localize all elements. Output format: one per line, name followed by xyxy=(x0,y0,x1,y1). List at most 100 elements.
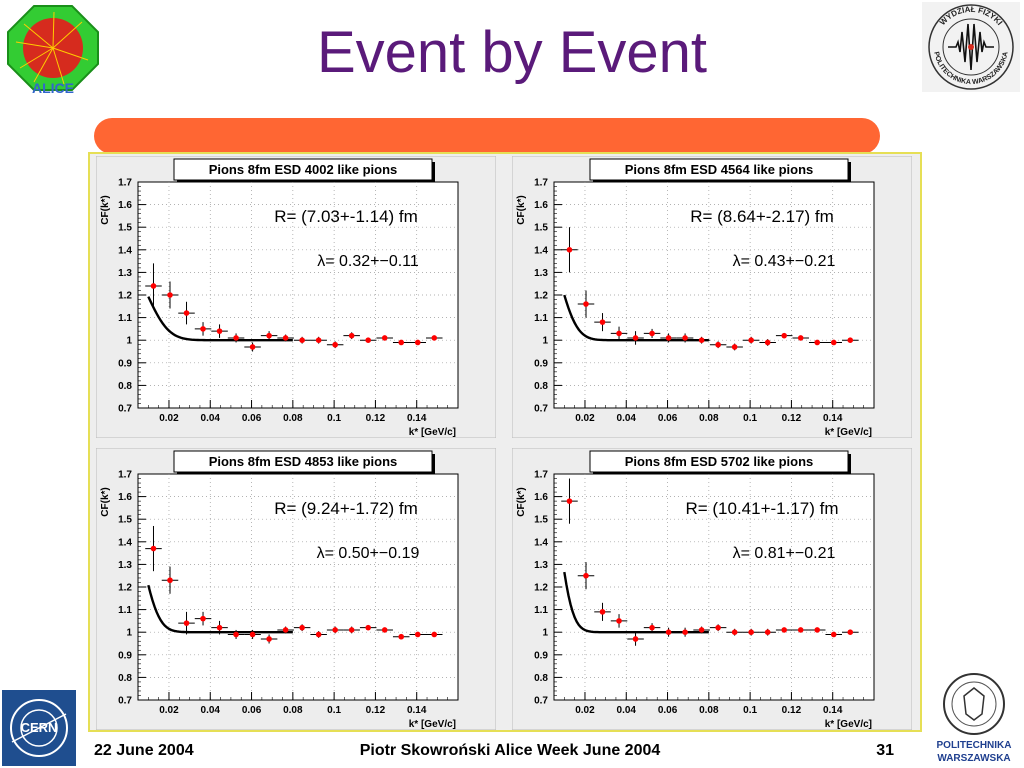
y-tick-label: 1.7 xyxy=(118,470,132,481)
data-point xyxy=(731,344,738,350)
plot-title: Pions 8fm ESD 4564 like pions xyxy=(625,162,814,177)
data-point xyxy=(282,627,289,633)
y-tick-label: 0.8 xyxy=(534,673,548,684)
data-point xyxy=(665,335,672,341)
y-tick-label: 0.7 xyxy=(118,404,132,415)
y-tick-label: 1.2 xyxy=(118,583,132,594)
alice-logo: ALICE xyxy=(4,2,102,94)
plot-title-shadow xyxy=(177,472,435,474)
y-tick-label: 1 xyxy=(126,628,132,639)
footer-date: 22 June 2004 xyxy=(94,742,194,759)
x-axis-label: k* [GeV/c] xyxy=(409,719,456,730)
y-tick-label: 0.9 xyxy=(534,650,548,661)
x-tick-label: 0.02 xyxy=(159,413,179,424)
data-point xyxy=(748,337,754,343)
x-tick-label: 0.04 xyxy=(617,413,637,424)
y-tick-label: 1.4 xyxy=(118,245,132,256)
cf-plot-4: 0.7 0.8 0.9 1 1.1 1.2 1.3 1.4 1.5 1.6 1.7 0.02 0.04 0… xyxy=(512,448,912,730)
politechnika-warszawska-logo: POLITECHNIKA WARSZAWSKA xyxy=(928,668,1020,766)
y-tick-label: 1 xyxy=(126,336,132,347)
y-axis-label: CF(k*) xyxy=(516,487,527,516)
data-point xyxy=(830,631,837,638)
y-tick-label: 0.7 xyxy=(534,696,548,707)
data-point xyxy=(183,620,190,626)
y-tick-label: 1.5 xyxy=(118,223,132,234)
data-point xyxy=(381,627,388,633)
y-tick-label: 1.4 xyxy=(118,537,132,548)
cf-plot-2: 0.7 0.8 0.9 1 1.1 1.2 1.3 1.4 1.5 1.6 1.7 0.02 0.04 0… xyxy=(512,156,912,438)
data-point xyxy=(583,301,589,307)
x-tick-label: 0.12 xyxy=(366,705,386,716)
svg-text:ALICE: ALICE xyxy=(32,80,74,94)
y-axis-label: CF(k*) xyxy=(100,487,111,516)
x-tick-label: 0.14 xyxy=(407,705,427,716)
data-point xyxy=(781,332,787,339)
data-point xyxy=(249,344,256,350)
x-tick-label: 0.1 xyxy=(743,413,757,424)
data-point xyxy=(299,624,305,631)
data-point xyxy=(764,339,771,346)
y-tick-label: 0.8 xyxy=(118,673,132,684)
fit-lambda-annotation: λ= 0.81+−0.21 xyxy=(733,545,836,562)
svg-text:WARSZAWSKA: WARSZAWSKA xyxy=(937,753,1010,764)
data-point xyxy=(797,335,804,341)
x-axis-label: k* [GeV/c] xyxy=(825,719,872,730)
y-tick-label: 1.7 xyxy=(534,470,548,481)
x-tick-label: 0.14 xyxy=(823,705,843,716)
data-point xyxy=(365,337,371,343)
x-tick-label: 0.06 xyxy=(658,413,678,424)
data-point xyxy=(665,629,672,635)
plot-title-shadow xyxy=(432,454,435,474)
data-point xyxy=(249,631,256,638)
x-tick-label: 0.04 xyxy=(201,705,221,716)
data-point xyxy=(431,631,438,638)
cern-logo: CERN xyxy=(2,690,76,766)
fit-lambda-annotation: λ= 0.32+−0.11 xyxy=(317,253,419,270)
y-tick-label: 0.8 xyxy=(534,381,548,392)
x-tick-label: 0.08 xyxy=(699,705,719,716)
y-tick-label: 1.3 xyxy=(118,560,132,571)
x-tick-label: 0.02 xyxy=(575,705,595,716)
data-point xyxy=(682,335,688,341)
x-tick-label: 0.08 xyxy=(283,705,303,716)
data-point xyxy=(266,636,272,642)
data-point xyxy=(266,332,272,339)
fit-radius-annotation: R= (7.03+-1.14) fm xyxy=(274,207,418,226)
x-tick-label: 0.14 xyxy=(823,413,843,424)
plot-title-shadow xyxy=(593,472,851,474)
footer-author: Piotr Skowroński Alice Week June 2004 xyxy=(359,742,661,759)
data-point xyxy=(616,618,622,624)
fit-curve xyxy=(147,296,293,342)
data-point xyxy=(830,339,837,346)
x-tick-label: 0.04 xyxy=(201,413,221,424)
x-tick-label: 0.14 xyxy=(407,413,427,424)
data-point xyxy=(315,337,322,343)
data-point xyxy=(698,627,705,633)
y-tick-label: 0.9 xyxy=(534,358,548,369)
data-point xyxy=(682,629,688,635)
plot-title: Pions 8fm ESD 4002 like pions xyxy=(209,162,398,177)
data-point xyxy=(649,624,655,631)
cf-plot-3: 0.7 0.8 0.9 1 1.1 1.2 1.3 1.4 1.5 1.6 1.7 0.02 0.04 0… xyxy=(96,448,496,730)
data-point xyxy=(431,335,438,341)
y-tick-label: 1.1 xyxy=(118,605,132,616)
x-tick-label: 0.12 xyxy=(782,705,802,716)
plot-title: Pions 8fm ESD 5702 like pions xyxy=(625,454,814,469)
data-point xyxy=(348,332,355,339)
y-tick-label: 1.1 xyxy=(118,313,132,324)
data-point xyxy=(632,636,639,642)
fit-curve xyxy=(147,584,293,634)
y-tick-label: 1.7 xyxy=(534,178,548,189)
data-point xyxy=(216,624,223,631)
x-tick-label: 0.1 xyxy=(327,413,341,424)
x-tick-label: 0.06 xyxy=(658,705,678,716)
x-tick-label: 0.08 xyxy=(699,413,719,424)
data-point xyxy=(764,629,771,635)
data-point xyxy=(814,627,821,633)
data-point xyxy=(365,624,371,631)
data-point xyxy=(715,341,721,348)
plot-title-shadow xyxy=(432,162,435,182)
x-tick-label: 0.1 xyxy=(743,705,757,716)
data-point xyxy=(200,326,206,332)
data-point xyxy=(847,337,854,343)
